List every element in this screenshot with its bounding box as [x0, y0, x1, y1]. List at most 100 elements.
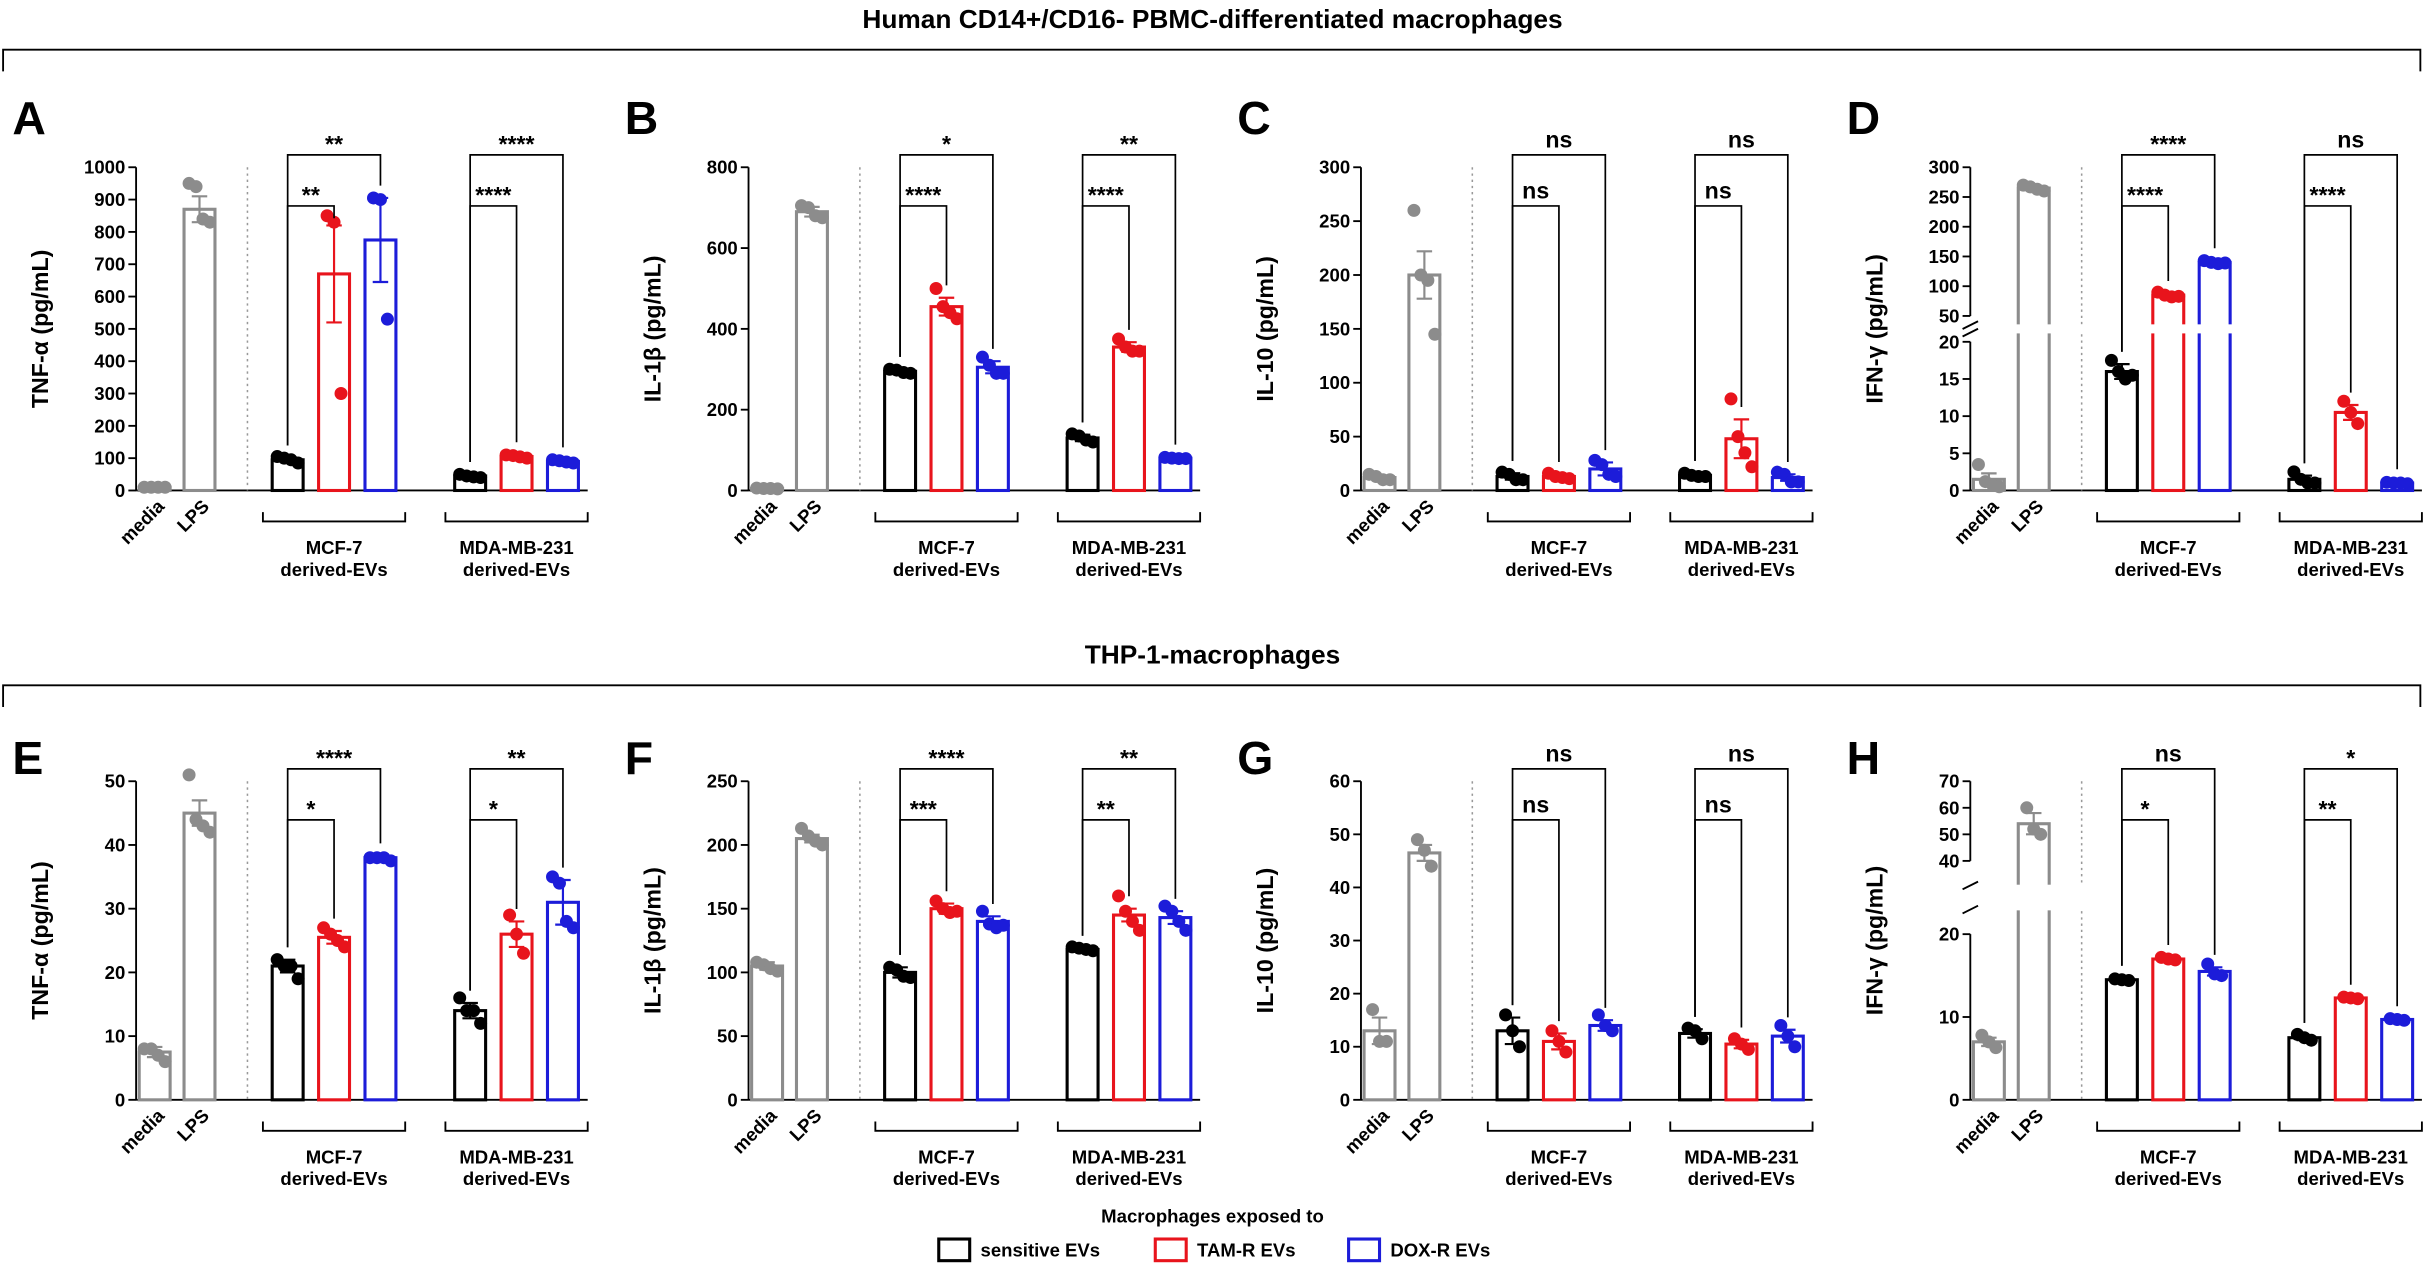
bar	[975, 365, 1010, 493]
data-point	[1424, 859, 1438, 873]
y-axis-label: IFN-γ (pg/mL)	[1861, 254, 1887, 403]
x-tick-label: LPS	[173, 1105, 213, 1145]
data-point	[1605, 1024, 1619, 1038]
significance-label: ****	[2127, 182, 2163, 208]
group-bracket	[2278, 512, 2423, 523]
data-point	[291, 456, 305, 470]
y-tick-label: 0	[1340, 480, 1350, 501]
significance-label: ***	[910, 796, 937, 822]
data-point	[1698, 469, 1712, 483]
data-point	[1781, 1029, 1795, 1043]
panel-letter: G	[1237, 732, 1273, 784]
bar	[270, 964, 305, 1102]
significance-bracket	[2121, 768, 2216, 966]
y-tick-label: 40	[105, 834, 126, 855]
data-point	[1165, 904, 1179, 918]
data-point	[1545, 1024, 1559, 1038]
y-tick-label: 40	[1330, 877, 1351, 898]
y-tick-label: 50	[105, 771, 126, 792]
group-bracket	[2096, 1121, 2241, 1132]
y-tick-label: 400	[707, 318, 738, 339]
y-tick-label: 20	[1330, 983, 1351, 1004]
data-point	[189, 180, 203, 194]
significance-label: ns	[1545, 126, 1572, 152]
legend-swatch	[1347, 1237, 1382, 1263]
data-point	[1407, 203, 1421, 217]
significance-label: **	[2319, 796, 2337, 822]
panel-letter: H	[1847, 732, 1881, 784]
data-point	[2337, 394, 2351, 408]
data-point	[1989, 1041, 2003, 1055]
x-tick-label: LPS	[1398, 1105, 1438, 1145]
data-point	[334, 387, 348, 401]
data-point	[1179, 452, 1193, 466]
data-point	[815, 211, 829, 225]
bar	[2197, 969, 2232, 1102]
data-point	[1366, 1003, 1380, 1017]
group-label: derived-EVs	[2115, 1168, 2222, 1189]
y-tick-label: 50	[1330, 824, 1351, 845]
significance-label: ns	[1705, 791, 1732, 817]
group-label: MDA-MB-231	[1684, 537, 1798, 558]
y-tick-label: 200	[94, 415, 125, 436]
y-tick-label: 0	[1949, 480, 1959, 501]
y-tick-label: 100	[94, 448, 125, 469]
significance-bracket	[469, 768, 564, 991]
x-tick-label: media	[1340, 1104, 1393, 1157]
x-tick-label: media	[1340, 495, 1393, 548]
data-point	[1738, 446, 1752, 460]
legend-title: Macrophages exposed to	[1101, 1205, 1324, 1226]
data-point	[203, 215, 217, 229]
y-tick-label: 5	[1949, 443, 1959, 464]
significance-bracket	[1694, 205, 1743, 461]
significance-bracket	[1081, 154, 1177, 445]
bar	[317, 935, 352, 1102]
data-point	[1788, 1040, 1802, 1054]
data-point	[1971, 457, 1985, 471]
y-tick-label: 10	[1939, 406, 1960, 427]
data-point	[2401, 477, 2415, 491]
significance-label: ****	[2150, 131, 2186, 157]
significance-bracket	[899, 819, 948, 955]
data-point	[815, 838, 829, 852]
data-point	[1112, 889, 1126, 903]
panel-letter: C	[1237, 92, 1271, 144]
significance-label: ****	[475, 182, 511, 208]
data-point	[904, 366, 918, 380]
significance-bracket	[1511, 768, 1607, 1008]
data-point	[2034, 827, 2048, 841]
data-point	[158, 480, 172, 494]
group-label: derived-EVs	[1505, 559, 1612, 580]
group-label: derived-EVs	[463, 1168, 570, 1189]
y-tick-label: 900	[94, 189, 125, 210]
group-label: derived-EVs	[280, 1168, 387, 1189]
group-label: MDA-MB-231	[1072, 537, 1186, 558]
group-label: derived-EVs	[893, 559, 1000, 580]
bar	[883, 970, 918, 1102]
data-point	[1724, 392, 1738, 406]
data-point	[467, 1004, 481, 1018]
significance-label: ns	[1545, 740, 1572, 766]
significance-bracket	[1511, 154, 1607, 461]
y-tick-label: 250	[707, 771, 738, 792]
group-label: derived-EVs	[1688, 559, 1795, 580]
group-label: derived-EVs	[2297, 1168, 2404, 1189]
group-bracket	[2278, 1121, 2423, 1132]
y-tick-label: 50	[1939, 824, 1960, 845]
group-bracket	[444, 1121, 589, 1132]
significance-label: **	[508, 745, 526, 771]
x-tick-label: LPS	[785, 1105, 825, 1145]
group-bracket	[1669, 1121, 1814, 1132]
data-point	[284, 959, 298, 973]
significance-label: ****	[928, 745, 964, 771]
significance-label: ns	[1705, 177, 1732, 203]
data-point	[517, 946, 531, 960]
significance-label: ****	[1088, 182, 1124, 208]
section-title: Human CD14+/CD16- PBMC-differentiated ma…	[862, 4, 1562, 34]
data-point	[158, 1055, 172, 1069]
data-point	[1125, 914, 1139, 928]
y-axis-label: TNF-α (pg/mL)	[27, 250, 53, 409]
data-point	[566, 456, 580, 470]
significance-bracket	[286, 154, 382, 446]
y-tick-label: 200	[707, 834, 738, 855]
